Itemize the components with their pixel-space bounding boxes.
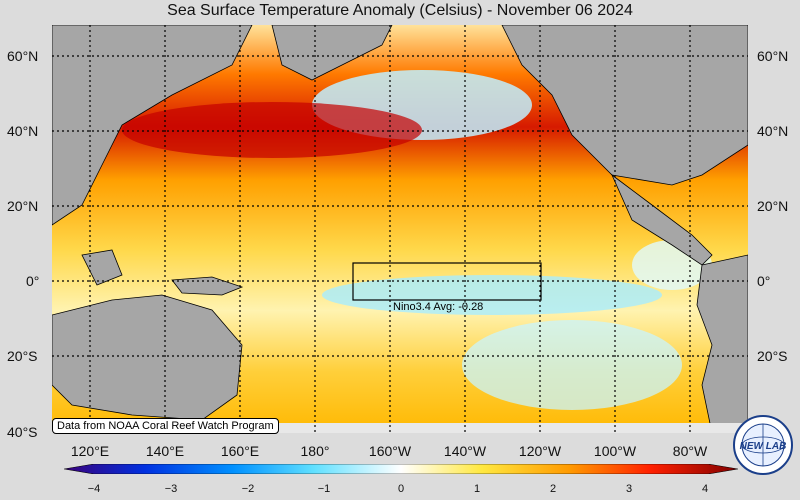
lat-label-right: 60°N <box>757 48 789 64</box>
alaska-landmass <box>271 25 393 81</box>
data-credit-label: Data from NOAA Coral Reef Watch Program <box>52 418 279 434</box>
lat-label-left: 20°N <box>7 198 39 214</box>
lat-label-right: 20°S <box>757 348 788 364</box>
lat-label-left: 60°N <box>7 48 39 64</box>
lat-label-right: 20°N <box>757 198 789 214</box>
gridlines <box>52 25 748 433</box>
colorbar <box>64 464 738 474</box>
hot-anomaly-kuroshio <box>122 102 422 158</box>
cool-anomaly-south-east <box>462 320 682 410</box>
colorbar-tick: 1 <box>473 483 481 495</box>
australia-landmass <box>52 294 243 421</box>
colorbar-tick: 0 <box>397 483 405 495</box>
lon-label: 120°W <box>518 443 562 459</box>
logo-text: NEW LAB <box>740 441 787 452</box>
lat-label-left: 40°S <box>7 424 38 440</box>
lon-label: 120°E <box>70 443 110 459</box>
lon-label: 100°W <box>593 443 637 459</box>
colorbar-tick: −1 <box>317 483 331 495</box>
cool-anomaly-equatorial <box>322 275 662 315</box>
newlab-logo: NEW LAB <box>733 415 793 475</box>
colorbar-tick: −3 <box>164 483 178 495</box>
colorbar-tick: 4 <box>701 483 709 495</box>
lat-label-left: 0° <box>26 273 40 289</box>
lon-label: 140°E <box>145 443 185 459</box>
colorbar-tick: −4 <box>87 483 101 495</box>
asia-landmass <box>52 25 253 226</box>
lat-label-left: 40°N <box>7 123 39 139</box>
lon-label: 180° <box>300 443 330 459</box>
map-title: Sea Surface Temperature Anomaly (Celsius… <box>167 2 633 19</box>
colorbar-tick: 2 <box>549 483 557 495</box>
map-canvas <box>52 25 748 433</box>
lon-label: 80°W <box>672 443 708 459</box>
nino34-box <box>352 262 542 301</box>
lon-label: 160°W <box>368 443 412 459</box>
central-america-landmass <box>611 173 713 266</box>
lat-label-right: 40°N <box>757 123 789 139</box>
south-america-landmass <box>696 254 748 433</box>
colorbar-tick: −2 <box>241 483 255 495</box>
sst-anomaly-map <box>52 25 748 433</box>
lon-label: 160°E <box>220 443 260 459</box>
colorbar-gradient <box>64 464 738 474</box>
lon-label: 140°W <box>443 443 487 459</box>
colorbar-tick: 3 <box>625 483 633 495</box>
lat-label-right: 0° <box>757 273 771 289</box>
new-guinea-landmass <box>171 276 244 296</box>
lat-label-left: 20°S <box>7 348 38 364</box>
borneo-landmass <box>81 249 123 286</box>
nino34-label: Nino3.4 Avg: -0.28 <box>393 301 484 313</box>
north-america-landmass <box>501 25 748 186</box>
